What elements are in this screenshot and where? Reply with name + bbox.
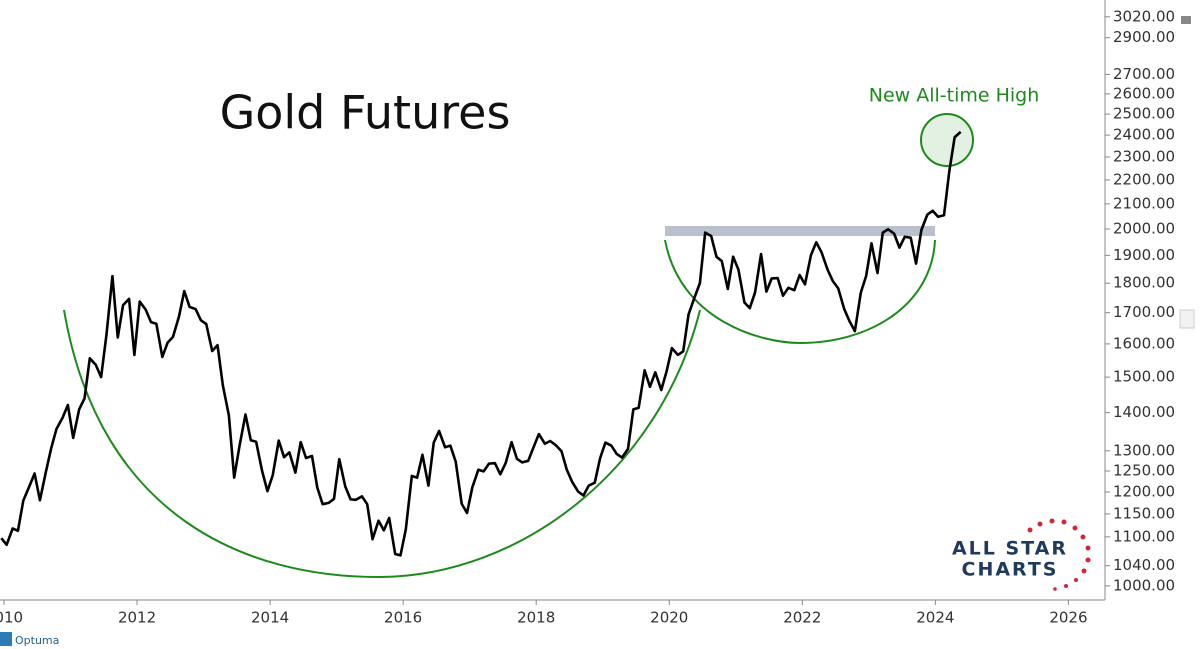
plot-area (0, 130, 962, 557)
y-tick-label: 2200.00 (1113, 170, 1175, 188)
logo-text: ALL STAR (952, 538, 1068, 560)
annotation: New All-time High (869, 85, 1040, 107)
y-tick-label: 2500.00 (1113, 105, 1175, 123)
x-tick-label: 2018 (517, 609, 555, 627)
chart-title: Gold Futures (220, 86, 511, 140)
y-tick-label: 2400.00 (1113, 126, 1175, 144)
y-tick-label: 1200.00 (1113, 483, 1175, 501)
lock-icon (1181, 16, 1191, 24)
resistance-band (665, 226, 935, 236)
y-tick-label: 1000.00 (1113, 576, 1175, 594)
x-tick-label: 2020 (650, 609, 688, 627)
footer-text: Optuma (15, 634, 59, 647)
y-tick-label: 1040.00 (1113, 556, 1175, 574)
y-tick-label: 1250.00 (1113, 462, 1175, 480)
y-tick-label: 1500.00 (1113, 368, 1175, 386)
y-tick-label: 2700.00 (1113, 65, 1175, 83)
logo-text: CHARTS (962, 559, 1059, 581)
scroll-handle[interactable] (1179, 309, 1195, 329)
y-tick-label: 1800.00 (1113, 274, 1175, 292)
base-arc (63, 309, 701, 579)
y-tick-label: 1700.00 (1113, 303, 1175, 321)
x-tick-label: 2016 (384, 609, 422, 627)
y-tick-label: 1150.00 (1113, 504, 1175, 522)
x-tick-label: 2012 (118, 609, 156, 627)
y-tick-label: 1400.00 (1113, 403, 1175, 421)
x-tick-label: 2022 (783, 609, 821, 627)
x-tick-label: 2014 (251, 609, 289, 627)
y-tick-label: 1900.00 (1113, 246, 1175, 264)
x-tick-label: 2010 (0, 609, 23, 627)
logo: ALL STAR CHARTS (952, 518, 1091, 591)
y-tick-label: 3020.00 (1113, 7, 1175, 25)
y-tick-label: 2600.00 (1113, 84, 1175, 102)
y-tick-label: 2100.00 (1113, 194, 1175, 212)
price-line (0, 130, 962, 557)
highlight-circle (920, 113, 974, 167)
x-tick-label: 2026 (1049, 609, 1087, 627)
logo-stars (1027, 518, 1091, 591)
y-tick-label: 1300.00 (1113, 441, 1175, 459)
y-tick-label: 2000.00 (1113, 219, 1175, 237)
y-tick-label: 2900.00 (1113, 28, 1175, 46)
y-tick-label: 1600.00 (1113, 334, 1175, 352)
x-tick-label: 2024 (916, 609, 954, 627)
footer-logo-mark (0, 632, 12, 646)
y-tick-label: 1100.00 (1113, 527, 1175, 545)
y-tick-label: 2300.00 (1113, 148, 1175, 166)
